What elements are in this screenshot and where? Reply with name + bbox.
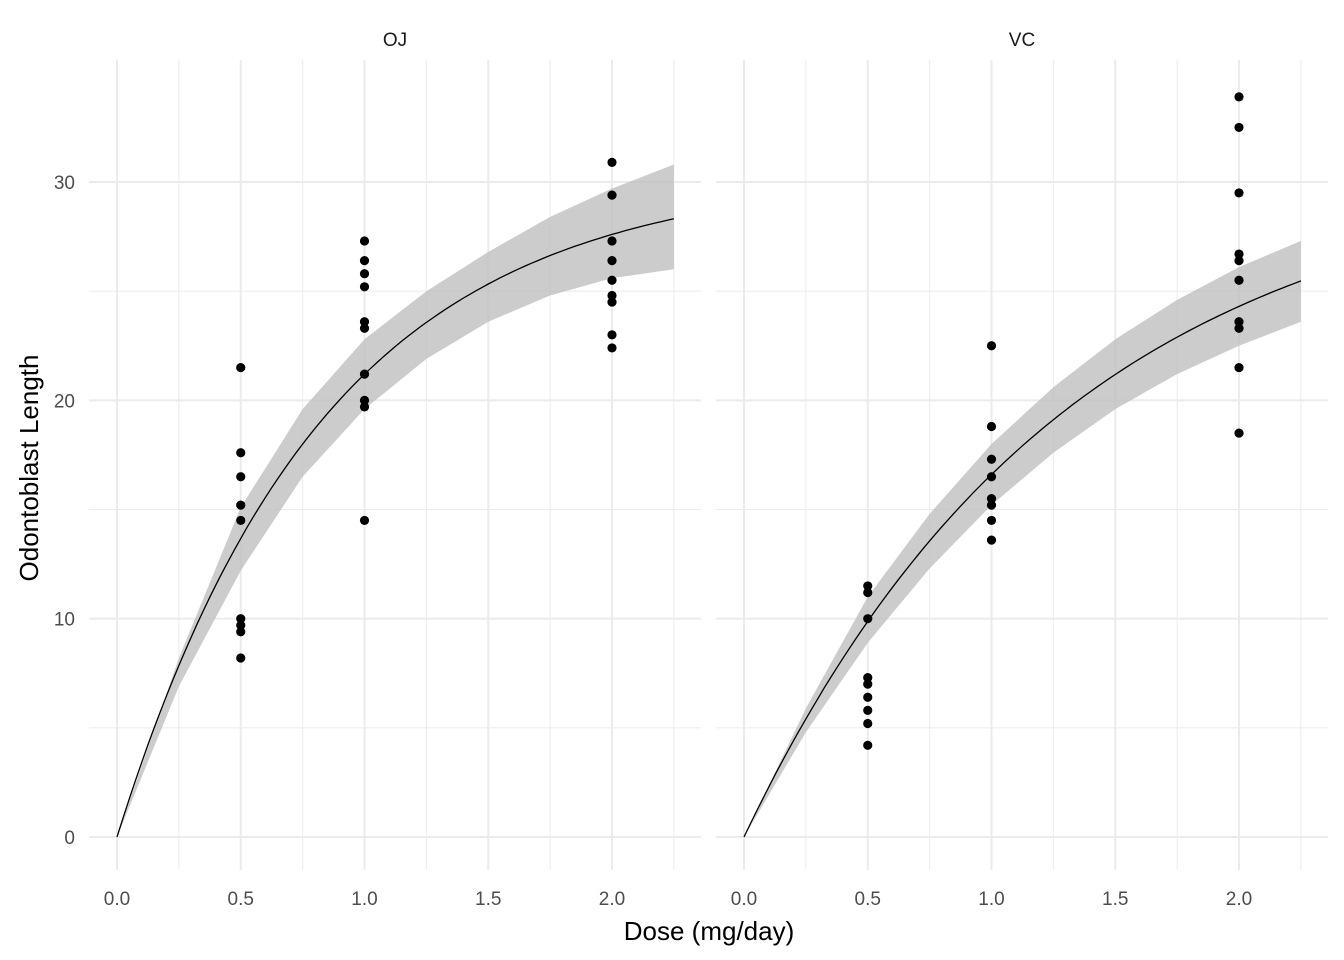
x-tick-label: 2.0 (1226, 889, 1252, 910)
data-point (359, 395, 370, 405)
data-point (986, 454, 997, 464)
data-point (359, 323, 370, 333)
data-point (607, 343, 617, 353)
confidence-band (744, 240, 1301, 837)
data-point (863, 673, 873, 683)
data-point (1234, 249, 1244, 259)
data-point (986, 515, 997, 526)
y-tick-label: 30 (54, 173, 75, 194)
data-point (607, 297, 617, 307)
facet-label-oj: OJ (383, 30, 407, 51)
data-point (863, 587, 873, 598)
x-tick-label: 0.5 (228, 889, 254, 910)
data-point (236, 500, 246, 510)
y-tick-label: 10 (54, 610, 75, 631)
data-point (236, 472, 246, 482)
fit-curve (116, 218, 675, 838)
data-point (1234, 362, 1244, 373)
data-point (236, 627, 246, 637)
data-point (863, 740, 873, 750)
data-point (359, 402, 370, 412)
confidence-band (117, 164, 674, 837)
data-point (236, 653, 246, 663)
data-point (236, 614, 246, 624)
data-point (607, 275, 617, 285)
data-point (607, 256, 617, 266)
x-axis-ticks: 0.0 0.5 1.0 1.5 2.0 0.0 0.5 1.0 1.5 2.0 (104, 889, 1252, 910)
data-point (863, 679, 873, 689)
data-point (986, 341, 997, 351)
data-point (359, 369, 370, 379)
x-axis-title: Dose (mg/day) (624, 916, 795, 946)
data-point (986, 493, 997, 504)
data-point (1234, 256, 1244, 266)
data-point (986, 535, 997, 545)
x-tick-label: 2.0 (599, 889, 625, 910)
x-tick-label: 1.0 (978, 889, 1004, 910)
data-point (236, 362, 246, 373)
data-point (1234, 188, 1244, 198)
x-tick-label: 1.5 (475, 889, 501, 910)
data-point (863, 614, 873, 624)
data-point (863, 692, 873, 702)
data-point (607, 236, 617, 246)
data-point (607, 157, 617, 167)
data-point (986, 421, 997, 432)
facet-panel-vc (716, 60, 1328, 870)
y-axis-title: Odontoblast Length (14, 355, 44, 582)
y-axis-ticks: 0 10 20 30 (54, 173, 75, 849)
data-point (607, 330, 617, 340)
data-point (1234, 275, 1244, 285)
data-point (359, 236, 370, 246)
data-point (607, 190, 617, 200)
data-point (359, 256, 370, 266)
facet-label-vc: VC (1009, 30, 1035, 51)
y-tick-label: 0 (64, 828, 75, 849)
data-point (359, 282, 370, 292)
data-point (863, 581, 873, 591)
x-tick-label: 0.0 (731, 889, 757, 910)
data-point (986, 500, 997, 510)
facet-panel-oj (89, 60, 701, 870)
x-tick-label: 1.0 (351, 889, 377, 910)
data-point (1234, 323, 1244, 333)
y-tick-label: 20 (54, 391, 75, 412)
data-point (863, 705, 873, 715)
x-tick-label: 0.0 (104, 889, 130, 910)
data-point (359, 515, 370, 526)
data-point (1234, 317, 1244, 327)
data-point (1234, 122, 1244, 133)
data-point (1234, 428, 1244, 438)
x-tick-label: 1.5 (1102, 889, 1128, 910)
data-point (359, 269, 370, 279)
data-point (236, 448, 246, 458)
data-point (986, 472, 997, 482)
data-point (236, 515, 246, 526)
data-point (359, 317, 370, 327)
data-point (607, 290, 617, 301)
x-tick-label: 0.5 (855, 889, 881, 910)
data-point (236, 620, 246, 630)
data-point (1234, 92, 1244, 102)
data-point (863, 718, 873, 729)
fit-curve (743, 280, 1302, 838)
